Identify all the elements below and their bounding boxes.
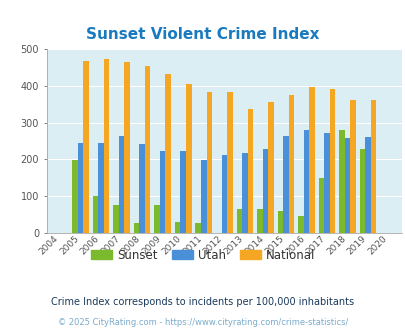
Bar bbox=[350, 100, 355, 233]
Bar bbox=[370, 100, 375, 233]
Bar bbox=[338, 130, 344, 233]
Bar bbox=[297, 216, 303, 233]
Legend: Sunset, Utah, National: Sunset, Utah, National bbox=[86, 244, 319, 266]
Text: Crime Index corresponds to incidents per 100,000 inhabitants: Crime Index corresponds to incidents per… bbox=[51, 297, 354, 307]
Bar bbox=[303, 130, 309, 233]
Bar bbox=[267, 102, 273, 233]
Bar bbox=[359, 149, 364, 233]
Bar bbox=[185, 84, 191, 233]
Bar bbox=[160, 151, 165, 233]
Bar bbox=[119, 136, 124, 233]
Bar bbox=[318, 178, 324, 233]
Bar bbox=[256, 209, 262, 233]
Bar bbox=[165, 74, 171, 233]
Text: © 2025 CityRating.com - https://www.cityrating.com/crime-statistics/: © 2025 CityRating.com - https://www.city… bbox=[58, 318, 347, 327]
Bar bbox=[241, 153, 247, 233]
Bar bbox=[104, 59, 109, 233]
Bar bbox=[195, 223, 200, 233]
Bar bbox=[329, 89, 335, 233]
Bar bbox=[83, 61, 89, 233]
Bar bbox=[262, 149, 267, 233]
Bar bbox=[145, 66, 150, 233]
Bar bbox=[93, 196, 98, 233]
Bar bbox=[175, 222, 180, 233]
Bar bbox=[247, 109, 253, 233]
Bar bbox=[309, 87, 314, 233]
Bar bbox=[277, 212, 282, 233]
Bar bbox=[288, 95, 294, 233]
Bar bbox=[98, 143, 104, 233]
Bar bbox=[124, 62, 130, 233]
Bar bbox=[180, 151, 185, 233]
Bar bbox=[282, 136, 288, 233]
Bar bbox=[344, 138, 350, 233]
Bar bbox=[226, 92, 232, 233]
Bar bbox=[139, 144, 145, 233]
Bar bbox=[236, 209, 241, 233]
Bar bbox=[72, 160, 78, 233]
Bar bbox=[324, 133, 329, 233]
Bar bbox=[206, 92, 211, 233]
Bar bbox=[364, 137, 370, 233]
Bar bbox=[154, 205, 160, 233]
Bar bbox=[200, 160, 206, 233]
Bar bbox=[113, 205, 119, 233]
Text: Sunset Violent Crime Index: Sunset Violent Crime Index bbox=[86, 27, 319, 42]
Bar bbox=[134, 223, 139, 233]
Bar bbox=[221, 155, 226, 233]
Bar bbox=[78, 143, 83, 233]
